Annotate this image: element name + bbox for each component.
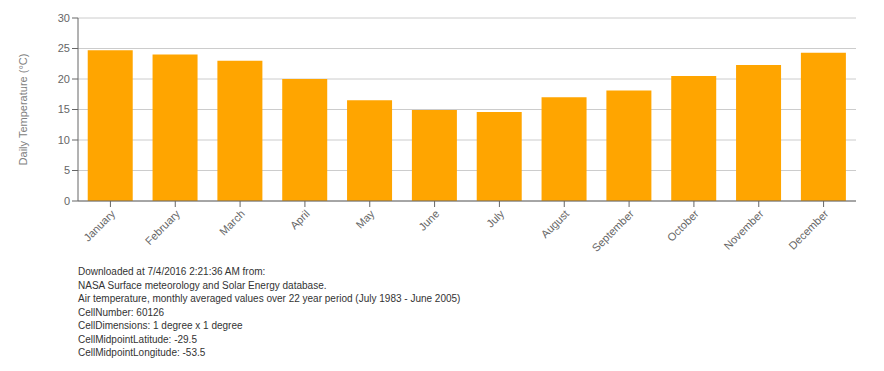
svg-text:20: 20 <box>58 73 70 85</box>
svg-text:October: October <box>665 207 701 243</box>
svg-text:10: 10 <box>58 134 70 146</box>
html-text:CellMidpointLongitude: -53.5: CellMidpointLongitude: -53.5 <box>78 347 206 358</box>
svg-text:25: 25 <box>58 42 70 54</box>
svg-text:5: 5 <box>64 164 70 176</box>
svg-text:April: April <box>288 207 312 231</box>
svg-text:May: May <box>354 207 378 231</box>
svg-text:15: 15 <box>58 103 70 115</box>
html-text:CellNumber: 60126: CellNumber: 60126 <box>78 306 165 318</box>
svg-text:Daily Temperature (°C): Daily Temperature (°C) <box>17 54 29 166</box>
svg-text:March: March <box>217 207 247 237</box>
svg-text:June: June <box>416 207 441 232</box>
html-text:Downloaded at 7/4/2016 2:21:36: Downloaded at 7/4/2016 2:21:36 AM from: <box>78 266 266 277</box>
svg-text:August: August <box>538 207 571 240</box>
svg-text:November: November <box>721 207 766 252</box>
html-text:CellMidpointLatitude: -29.5: CellMidpointLatitude: -29.5 <box>78 333 197 345</box>
svg-text:December: December <box>786 207 831 252</box>
html-text:NASA Surface meteorology and S: NASA Surface meteorology and Solar Energ… <box>78 279 327 291</box>
svg-text:February: February <box>143 207 183 247</box>
html-text:CellDimensions: 1 degree x 1 d: CellDimensions: 1 degree x 1 degree <box>78 320 243 331</box>
svg-text:July: July <box>484 207 507 230</box>
svg-text:January: January <box>81 207 118 244</box>
svg-text:0: 0 <box>64 195 70 207</box>
svg-text:30: 30 <box>58 12 70 24</box>
html-text:Air temperature, monthly avera: Air temperature, monthly averaged values… <box>78 293 461 304</box>
svg-text:September: September <box>589 207 636 254</box>
